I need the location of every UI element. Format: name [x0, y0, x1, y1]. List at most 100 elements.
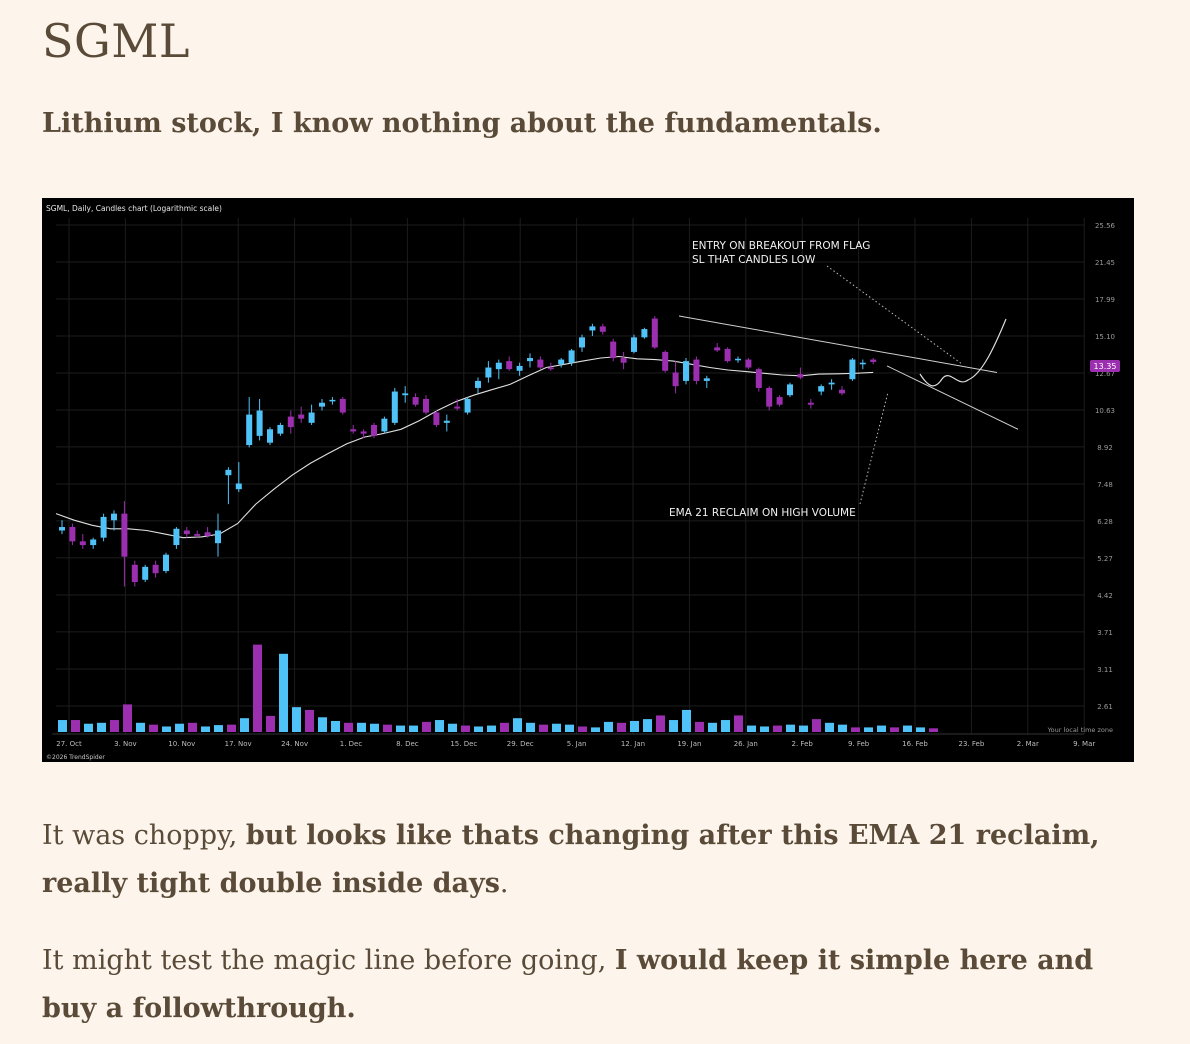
- volume-bar: [929, 728, 938, 732]
- volume-bar: [305, 709, 314, 732]
- candle-body: [755, 369, 762, 388]
- candle-body: [589, 326, 596, 331]
- volume-bar: [370, 723, 379, 732]
- volume-bar: [773, 725, 782, 732]
- volume-bar: [591, 727, 600, 732]
- volume-bar: [97, 722, 106, 732]
- candle-body: [620, 358, 627, 363]
- candle-body: [433, 412, 440, 425]
- chart-title: SGML, Daily, Candles chart (Logarithmic …: [46, 204, 222, 213]
- volume-bar: [799, 725, 808, 732]
- volume-bar: [682, 709, 691, 732]
- paragraph-2-plain: It might test the magic line before goin…: [42, 945, 615, 976]
- volume-bar: [695, 721, 704, 732]
- paragraph-1-bold: but looks like thats changing after this…: [42, 820, 1100, 899]
- candle-body: [204, 532, 211, 536]
- candle-body: [350, 429, 357, 432]
- y-tick-label: 21.45: [1095, 259, 1115, 267]
- candle-body: [568, 350, 575, 363]
- candle-body: [391, 391, 398, 423]
- y-tick-label: 15.10: [1095, 333, 1115, 341]
- y-tick-label: 2.61: [1097, 703, 1113, 711]
- candle-body: [672, 372, 679, 387]
- candle-body: [194, 534, 201, 536]
- trendline-lower: [886, 365, 1019, 430]
- volume-bar: [474, 726, 483, 732]
- candle-body: [412, 397, 419, 405]
- volume-bar: [604, 721, 613, 732]
- volume-bar: [578, 726, 587, 732]
- candle-body: [641, 329, 648, 338]
- volume-bar: [461, 725, 470, 732]
- y-tick-label: 7.48: [1097, 481, 1113, 489]
- last-price-label-bg: [1090, 360, 1120, 372]
- volume-bar: [643, 719, 652, 732]
- volume-bar: [175, 723, 184, 732]
- candle-body: [163, 554, 169, 572]
- candle-body: [215, 530, 221, 544]
- volume-bar: [71, 720, 80, 732]
- candle-body: [527, 358, 533, 362]
- candle-body: [693, 359, 700, 381]
- y-tick-label: 5.27: [1097, 555, 1113, 563]
- volume-bar: [500, 722, 509, 732]
- y-tick-label: 10.63: [1095, 407, 1115, 415]
- candle-body: [100, 516, 107, 538]
- candle-body: [454, 406, 461, 409]
- volume-bar: [916, 727, 925, 732]
- candle-body: [381, 418, 388, 432]
- y-tick-label: 6.28: [1097, 518, 1113, 526]
- candle-body: [766, 387, 773, 407]
- candle-body: [287, 416, 294, 428]
- volume-bar: [110, 720, 119, 732]
- volume-bar: [617, 722, 626, 732]
- timezone-label: Your local time zone: [1047, 726, 1113, 734]
- volume-bar: [760, 726, 769, 732]
- candle-body: [339, 398, 346, 413]
- annotation-entry-line1: ENTRY ON BREAKOUT FROM FLAG: [692, 240, 870, 252]
- volume-bar: [227, 724, 236, 732]
- volume-bar: [435, 720, 444, 732]
- annotation-ema-reclaim: EMA 21 RECLAIM ON HIGH VOLUME: [669, 507, 856, 519]
- volume-bar: [903, 725, 912, 732]
- volume-bar: [877, 725, 886, 732]
- volume-bar: [240, 718, 249, 732]
- candle-body: [69, 527, 76, 542]
- candle-body: [495, 362, 502, 370]
- volume-bar: [656, 715, 665, 732]
- candle-body: [235, 483, 242, 490]
- candle-body: [277, 424, 284, 434]
- candle-body: [142, 566, 149, 580]
- x-tick-label: 5. Jan: [567, 740, 587, 748]
- candle-body: [849, 359, 856, 380]
- x-tick-label: 24. Nov: [281, 740, 308, 748]
- candlestick-chart: 25.56 21.45 17.99 15.10 12.67 10.63 8.92 7.48 6.…: [42, 198, 1134, 762]
- volume-bar: [201, 726, 210, 732]
- volume-bar: [84, 723, 93, 732]
- candle-body: [121, 513, 128, 557]
- candle-body: [818, 386, 825, 392]
- y-tick-label: 3.71: [1097, 629, 1113, 637]
- x-tick-label: 1. Dec: [340, 740, 363, 748]
- volume-bar: [292, 707, 301, 732]
- candle-body: [371, 424, 377, 436]
- x-tick-label: 12. Jan: [621, 740, 645, 748]
- volume-bar: [669, 720, 678, 732]
- volume-bar: [812, 719, 821, 732]
- volume-bar: [123, 704, 132, 732]
- volume-bar: [721, 720, 730, 732]
- paragraph-1: It was choppy, but looks like thats chan…: [42, 812, 1142, 908]
- volume-bar: [786, 724, 795, 732]
- post-title: SGML: [42, 14, 190, 68]
- volume-bar: [357, 722, 366, 732]
- volume-bar: [318, 717, 327, 732]
- chart-background: [42, 198, 1134, 762]
- x-tick-label: 2. Feb: [792, 740, 814, 748]
- candle-body: [267, 429, 273, 443]
- candle-body: [90, 539, 97, 546]
- volume-bar: [136, 722, 145, 732]
- candle-body: [807, 402, 814, 405]
- candle-body: [464, 398, 471, 413]
- candle-body: [776, 397, 783, 405]
